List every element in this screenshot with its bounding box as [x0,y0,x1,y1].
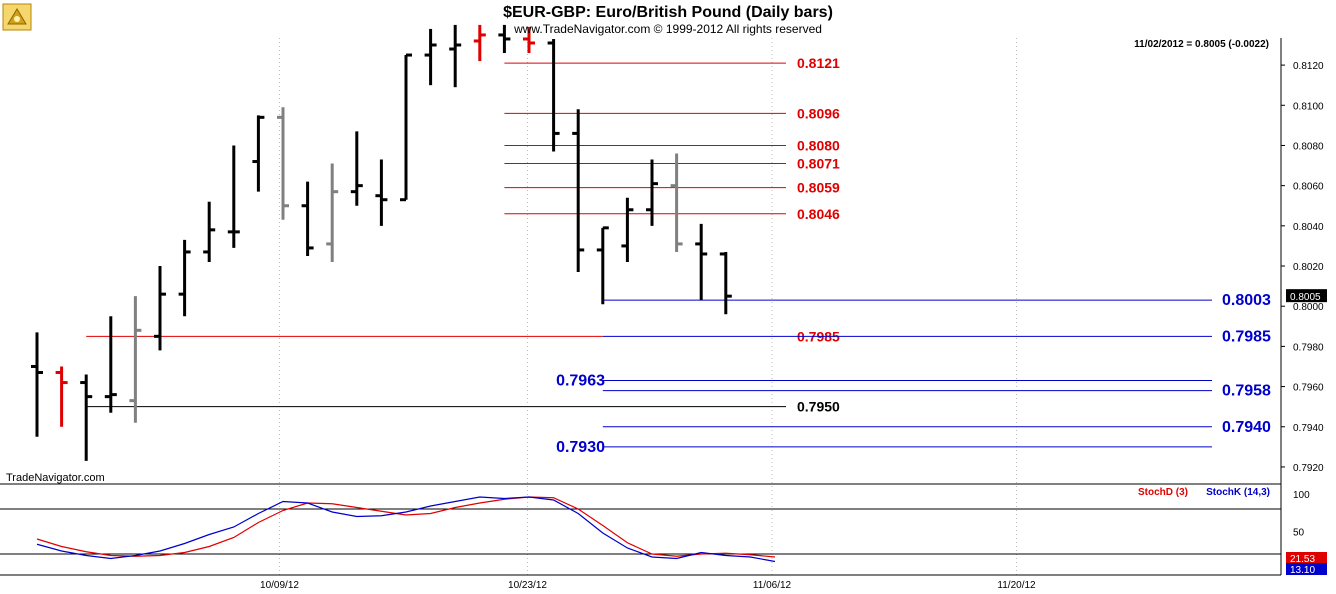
y-tick-label: 0.8060 [1293,182,1324,193]
ohlc-bar [572,109,585,273]
stoch-legend-k: StochK (14,3) [1206,487,1270,498]
ohlc-bar [695,223,708,301]
ohlc-bar [621,197,634,262]
ohlc-bar [252,115,265,192]
ohlc-bar [670,153,683,252]
level-label: 0.7963 [556,373,605,390]
x-tick-label: 10/23/12 [508,580,547,591]
y-tick-label: 0.8040 [1293,222,1324,233]
ohlc-bar [596,226,609,305]
level-label: 0.8003 [1222,292,1271,309]
ohlc-bar [55,366,68,427]
ohlc-bar [719,251,732,315]
last-price-label: 0.8005 [1290,292,1321,303]
ohlc-bar [400,53,412,202]
y-tick-label: 0.8020 [1293,262,1324,273]
ohlc-bar [646,159,658,226]
chart-title: $EUR-GBP: Euro/British Pound (Daily bars… [503,4,833,21]
x-tick-label: 11/20/12 [997,580,1036,591]
stoch-last-box [1286,563,1327,575]
last-price-info: 11/02/2012 = 0.8005 (-0.0022) [1134,39,1269,50]
stoch-series-line [36,496,776,558]
ohlc-bar [473,24,486,62]
ohlc-bar [104,316,117,413]
level-label: 0.7950 [797,399,840,415]
stoch-tick-label: 100 [1293,490,1310,501]
level-label: 0.7930 [556,439,605,456]
ohlc-bar [424,28,437,86]
watermark: TradeNavigator.com [6,472,105,484]
ohlc-bar [31,332,43,437]
stoch-series-line [36,496,776,563]
level-label: 0.8071 [797,156,840,172]
ohlc-bar [301,181,314,256]
level-label: 0.7985 [1222,328,1271,345]
y-tick-label: 0.7980 [1293,342,1324,353]
stoch-tick-label: 50 [1293,528,1305,539]
last-price-box [1286,289,1327,303]
stoch-last-label: 13.10 [1290,565,1315,576]
y-tick-label: 0.8100 [1293,101,1324,112]
level-label: 0.8059 [797,180,840,196]
ohlc-bar [277,107,289,220]
x-tick-label: 10/09/12 [260,580,299,591]
ohlc-bar [350,131,363,206]
chart-subtitle: www.TradeNavigator.com © 1999-2012 All r… [513,22,822,36]
level-label: 0.8121 [797,55,840,71]
ohlc-bar [178,239,191,317]
ohlc-bar [375,159,388,226]
ohlc-bar [523,26,535,54]
level-label: 0.8046 [797,206,840,222]
y-tick-label: 0.7960 [1293,383,1324,394]
ohlc-bar [326,163,339,262]
ohlc-bar [227,145,240,248]
y-tick-label: 0.8000 [1293,302,1324,313]
stoch-last-label: 21.53 [1290,554,1315,565]
y-tick-label: 0.7940 [1293,423,1324,434]
ohlc-bar [449,24,462,88]
level-label: 0.8080 [797,137,840,153]
stoch-legend-d: StochD (3) [1138,487,1188,498]
y-tick-label: 0.7920 [1293,463,1324,474]
level-label: 0.7958 [1222,383,1271,400]
ohlc-bar [154,266,166,351]
ohlc-bar [80,374,93,461]
ohlc-bar [547,38,560,152]
ohlc-bar [203,201,216,262]
y-tick-label: 0.8080 [1293,141,1324,152]
level-label: 0.8096 [797,105,840,121]
stoch-last-box [1286,552,1327,564]
y-tick-label: 0.8120 [1293,61,1324,72]
trade-navigator-logo-icon [2,3,32,31]
level-label: 0.7940 [1222,419,1271,436]
ohlc-bar [498,24,511,54]
ohlc-bar [129,296,142,423]
x-tick-label: 11/06/12 [753,580,792,591]
